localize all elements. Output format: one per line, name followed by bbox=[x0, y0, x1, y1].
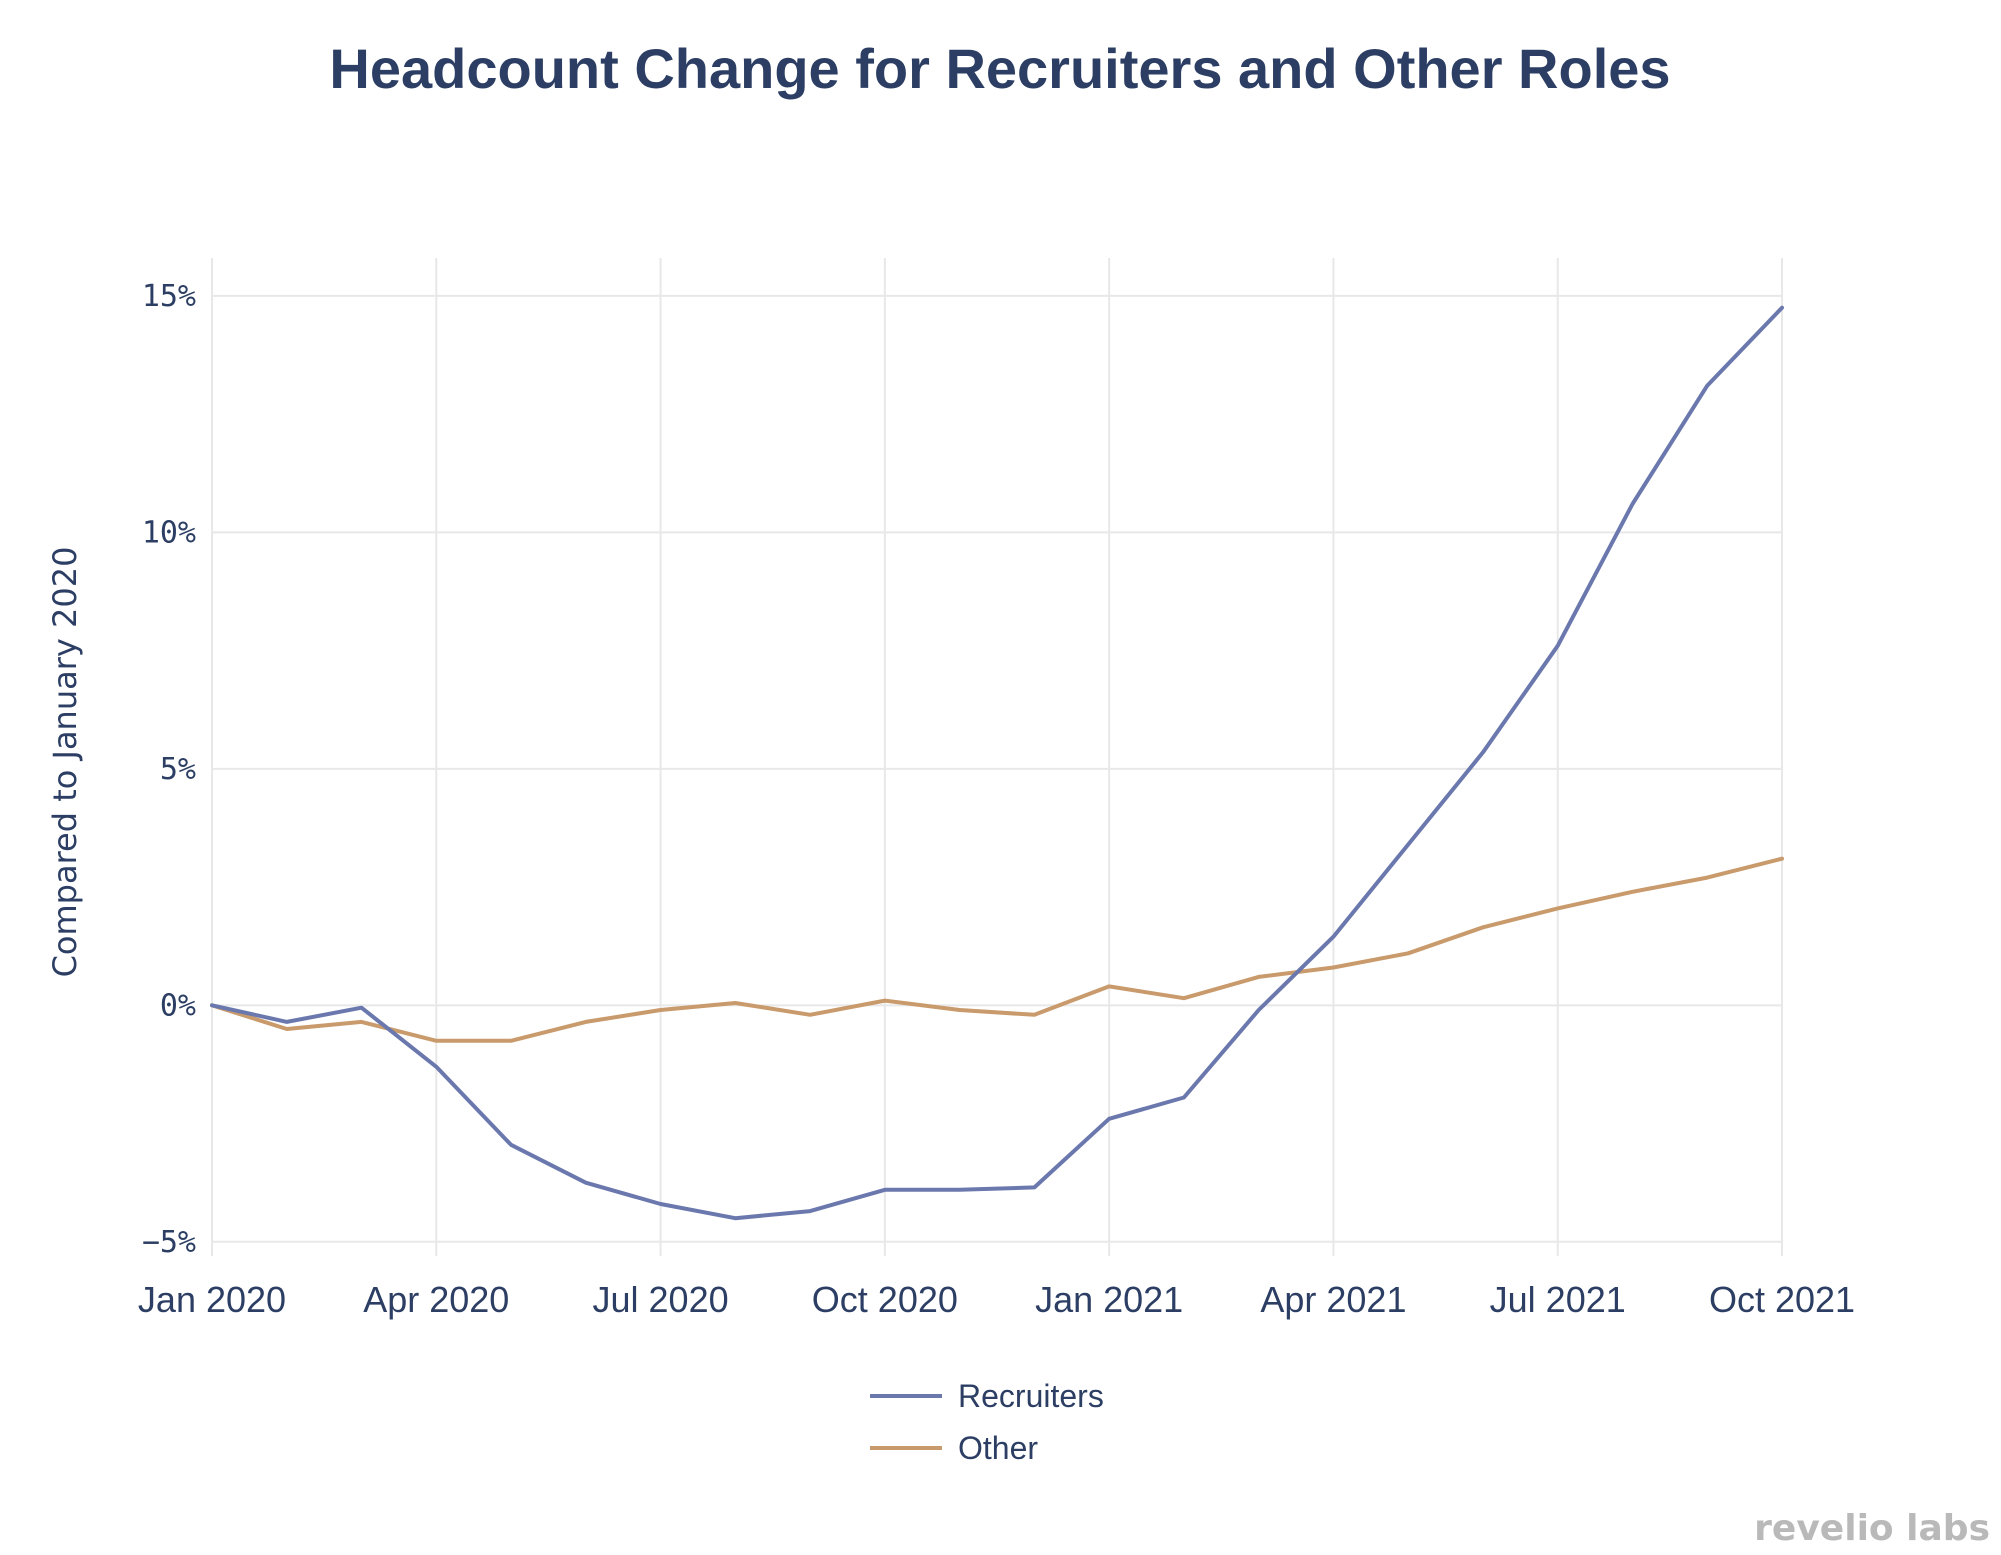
x-tick-label: Oct 2021 bbox=[1709, 1279, 1855, 1320]
x-tick-label: Apr 2020 bbox=[363, 1279, 509, 1320]
y-axis-ticks: −5% 0% 5% 10% 15% bbox=[142, 279, 196, 1260]
y-tick-label: 0% bbox=[160, 988, 196, 1023]
x-tick-label: Jul 2021 bbox=[1490, 1279, 1626, 1320]
x-tick-label: Apr 2021 bbox=[1260, 1279, 1406, 1320]
x-tick-label: Oct 2020 bbox=[812, 1279, 958, 1320]
y-tick-label: 5% bbox=[160, 752, 196, 787]
y-axis-label: Compared to January 2020 bbox=[46, 547, 84, 978]
legend: Recruiters Other bbox=[870, 1378, 1104, 1466]
y-tick-label: −5% bbox=[142, 1225, 196, 1260]
x-tick-label: Jan 2020 bbox=[138, 1279, 286, 1320]
x-axis-ticks: Jan 2020 Apr 2020 Jul 2020 Oct 2020 Jan 2021… bbox=[138, 1279, 1855, 1320]
y-tick-label: 10% bbox=[142, 515, 196, 550]
horizontal-gridlines bbox=[212, 294, 1782, 1243]
series-line-recruiters bbox=[210, 305, 1784, 1221]
legend-label: Other bbox=[958, 1430, 1038, 1466]
x-tick-label: Jan 2021 bbox=[1035, 1279, 1183, 1320]
series-line-other bbox=[210, 856, 1784, 1043]
x-tick-label: Jul 2020 bbox=[593, 1279, 729, 1320]
legend-label: Recruiters bbox=[958, 1378, 1104, 1414]
series-lines bbox=[210, 305, 1784, 1221]
brand-logo: revelio labs bbox=[1754, 1508, 1990, 1549]
y-tick-label: 15% bbox=[142, 279, 196, 314]
vertical-gridlines bbox=[211, 258, 1783, 1256]
chart-title: Headcount Change for Recruiters and Othe… bbox=[329, 37, 1670, 100]
